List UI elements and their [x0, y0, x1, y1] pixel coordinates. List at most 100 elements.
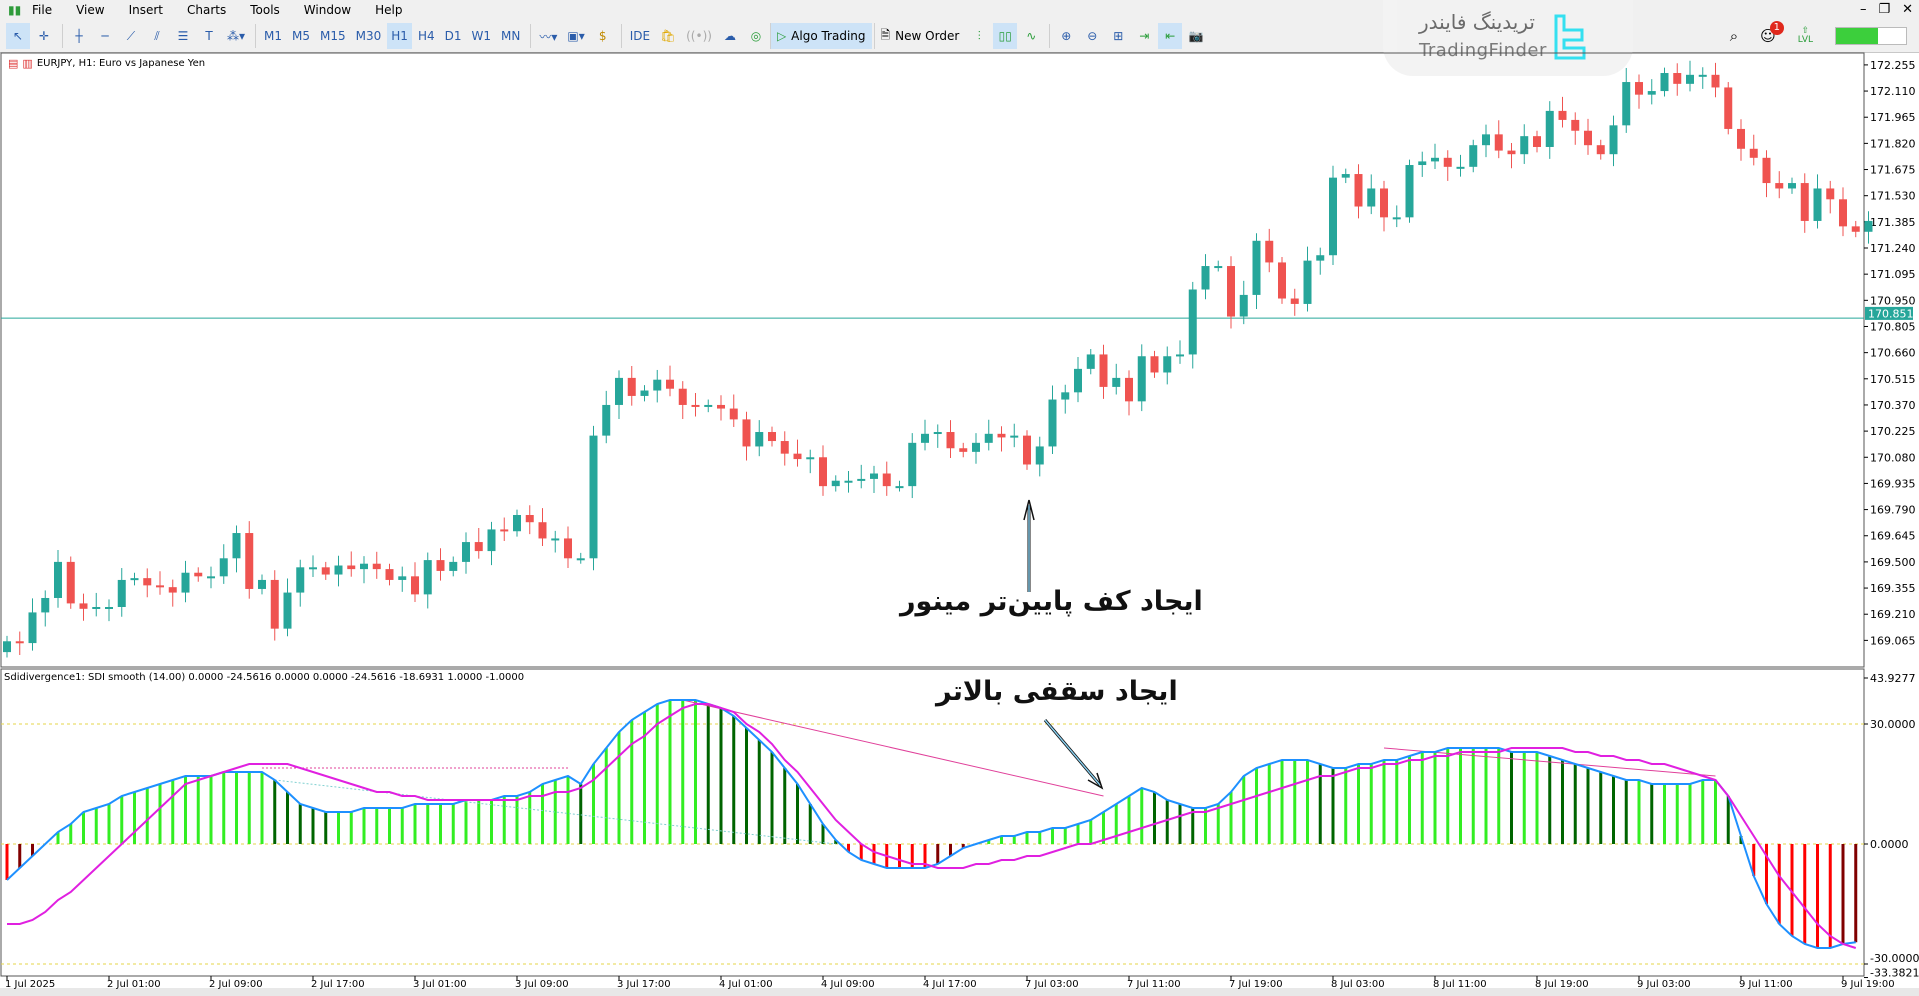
candle-bull — [1176, 354, 1184, 357]
chart-list-icon: ▤ — [8, 57, 19, 70]
vertical-line-icon[interactable]: ┼ — [75, 29, 83, 43]
community-icon[interactable]: ◎ — [750, 29, 762, 43]
time-tick-label: 7 Jul 11:00 — [1127, 979, 1181, 990]
candle-bull — [1201, 266, 1210, 290]
timeframe-h1[interactable]: H1 — [387, 23, 412, 49]
new-order-button[interactable]: 🗎 New Order — [873, 23, 966, 49]
timeframe-w1[interactable]: W1 — [471, 29, 492, 43]
restore-icon[interactable]: ❐ — [1878, 2, 1891, 17]
candle-bull — [92, 607, 101, 610]
candle-bear — [1290, 298, 1299, 304]
timeframe-h4[interactable]: H4 — [417, 29, 435, 43]
indicator-tick-label: 0.0000 — [1870, 838, 1909, 851]
candle-bear — [1494, 134, 1503, 151]
menu-window[interactable]: Window — [303, 3, 352, 17]
close-icon[interactable]: ✕ — [1902, 2, 1913, 17]
signal-icon[interactable]: ((•)) — [686, 29, 712, 43]
time-tick-label: 9 Jul 11:00 — [1739, 979, 1793, 990]
account-button[interactable]: ☺ 1 — [1760, 21, 1784, 45]
candle-bull — [105, 607, 113, 610]
candle-bull — [1303, 260, 1312, 304]
candle-bull — [487, 529, 496, 552]
fibonacci-icon[interactable]: ☰ — [177, 29, 189, 43]
time-tick-label: 3 Jul 09:00 — [515, 979, 569, 990]
chart-shift-icon[interactable]: ⇤ — [1158, 23, 1183, 49]
tile-windows-icon[interactable]: ⊞ — [1113, 29, 1124, 43]
trendline-icon[interactable]: ⟋ — [126, 28, 136, 43]
timeframe-m5[interactable]: M5 — [292, 29, 311, 43]
zoom-out-icon[interactable]: ⊖ — [1087, 29, 1098, 43]
auto-scroll-icon[interactable]: ⇥ — [1139, 29, 1150, 43]
candle-bear — [959, 448, 968, 452]
candle-bull — [3, 641, 11, 653]
candlestick-icon[interactable]: ▯▯ — [993, 23, 1018, 49]
candle-bull — [309, 567, 317, 570]
timeframe-d1[interactable]: D1 — [444, 29, 462, 43]
candle-bear — [627, 377, 636, 396]
text-icon[interactable]: T — [205, 29, 213, 43]
line-chart-icon[interactable]: ∿ — [1026, 29, 1037, 43]
candle-bear — [819, 457, 827, 487]
zoom-in-icon[interactable]: ⊕ — [1061, 29, 1072, 43]
crosshair-icon[interactable]: ✛ — [38, 29, 50, 43]
time-tick-label: 9 Jul 03:00 — [1637, 979, 1691, 990]
menu-insert[interactable]: Insert — [128, 3, 163, 17]
indicator-tick-label: 43.9277 — [1870, 672, 1916, 685]
candle-bull — [398, 576, 407, 580]
market-icon[interactable]: $ — [598, 29, 607, 43]
shopping-bag-icon[interactable]: 🛍 — [660, 29, 676, 43]
candle-bull — [1239, 294, 1248, 317]
candle-bear — [882, 473, 891, 487]
algo-trading-button[interactable]: ▷ Algo Trading — [769, 23, 872, 49]
menu-file[interactable]: File — [32, 3, 53, 17]
menu-view[interactable]: View — [76, 3, 105, 17]
menu-tools[interactable]: Tools — [250, 3, 280, 17]
horizontal-line-icon[interactable]: ─ — [101, 29, 109, 43]
candle-bull — [857, 478, 866, 481]
timeframe-m30[interactable]: M30 — [355, 29, 382, 43]
screenshot-icon[interactable]: 📷 — [1188, 29, 1204, 43]
timeframe-m15[interactable]: M15 — [320, 29, 346, 43]
indicator-title: Sdidivergence1: SDI smooth (14.00) 0.000… — [4, 672, 525, 683]
bar-chart-icon[interactable]: ⫶ — [977, 28, 981, 43]
time-tick-label: 4 Jul 17:00 — [923, 979, 977, 990]
candle-bear — [1099, 354, 1108, 387]
candle-bull — [207, 576, 215, 579]
time-tick-label: 2 Jul 17:00 — [311, 979, 365, 990]
candle-bull — [1686, 74, 1694, 84]
vps-cloud-icon[interactable]: ☁ — [723, 29, 736, 43]
level-up-icon[interactable]: ⇧ LVL — [1797, 26, 1813, 45]
price-tick-label: 169.355 — [1870, 582, 1916, 595]
ide-button[interactable]: IDE — [629, 29, 651, 43]
candle-bear — [15, 641, 24, 644]
divider — [62, 24, 63, 48]
candle-bear — [1839, 199, 1847, 227]
timeframe-m1[interactable]: M1 — [264, 29, 283, 43]
timeframe-mn[interactable]: MN — [501, 29, 521, 43]
cursor-icon[interactable]: ↖ — [6, 23, 30, 49]
candle-bull — [1112, 377, 1121, 387]
time-tick-label: 2 Jul 01:00 — [107, 979, 161, 990]
candle-bear — [1737, 128, 1745, 149]
time-tick-label: 8 Jul 11:00 — [1433, 979, 1487, 990]
divider — [620, 24, 622, 48]
candle-bull — [1813, 188, 1822, 221]
menu-charts[interactable]: Charts — [187, 3, 227, 17]
level-progress-bar — [1835, 27, 1907, 45]
menu-help[interactable]: Help — [375, 3, 403, 17]
candle-bull — [296, 567, 305, 593]
candle-bull — [972, 442, 980, 452]
candle-bull — [589, 435, 598, 559]
level-progress-fill — [1836, 28, 1878, 44]
channel-icon[interactable]: ⫽ — [154, 28, 160, 43]
indicators-icon[interactable]: 〰▾ — [539, 29, 558, 44]
candle-bull — [1137, 356, 1146, 402]
time-tick-label: 8 Jul 19:00 — [1535, 979, 1589, 990]
divider — [1049, 24, 1051, 48]
search-icon[interactable]: ⌕ — [1729, 27, 1739, 45]
price-tick-label: 170.370 — [1870, 399, 1916, 412]
chart-templates-icon[interactable]: ▣▾ — [567, 29, 585, 43]
shapes-icon[interactable]: ⁂▾ — [227, 29, 246, 43]
minimize-icon[interactable]: – — [1859, 2, 1867, 17]
